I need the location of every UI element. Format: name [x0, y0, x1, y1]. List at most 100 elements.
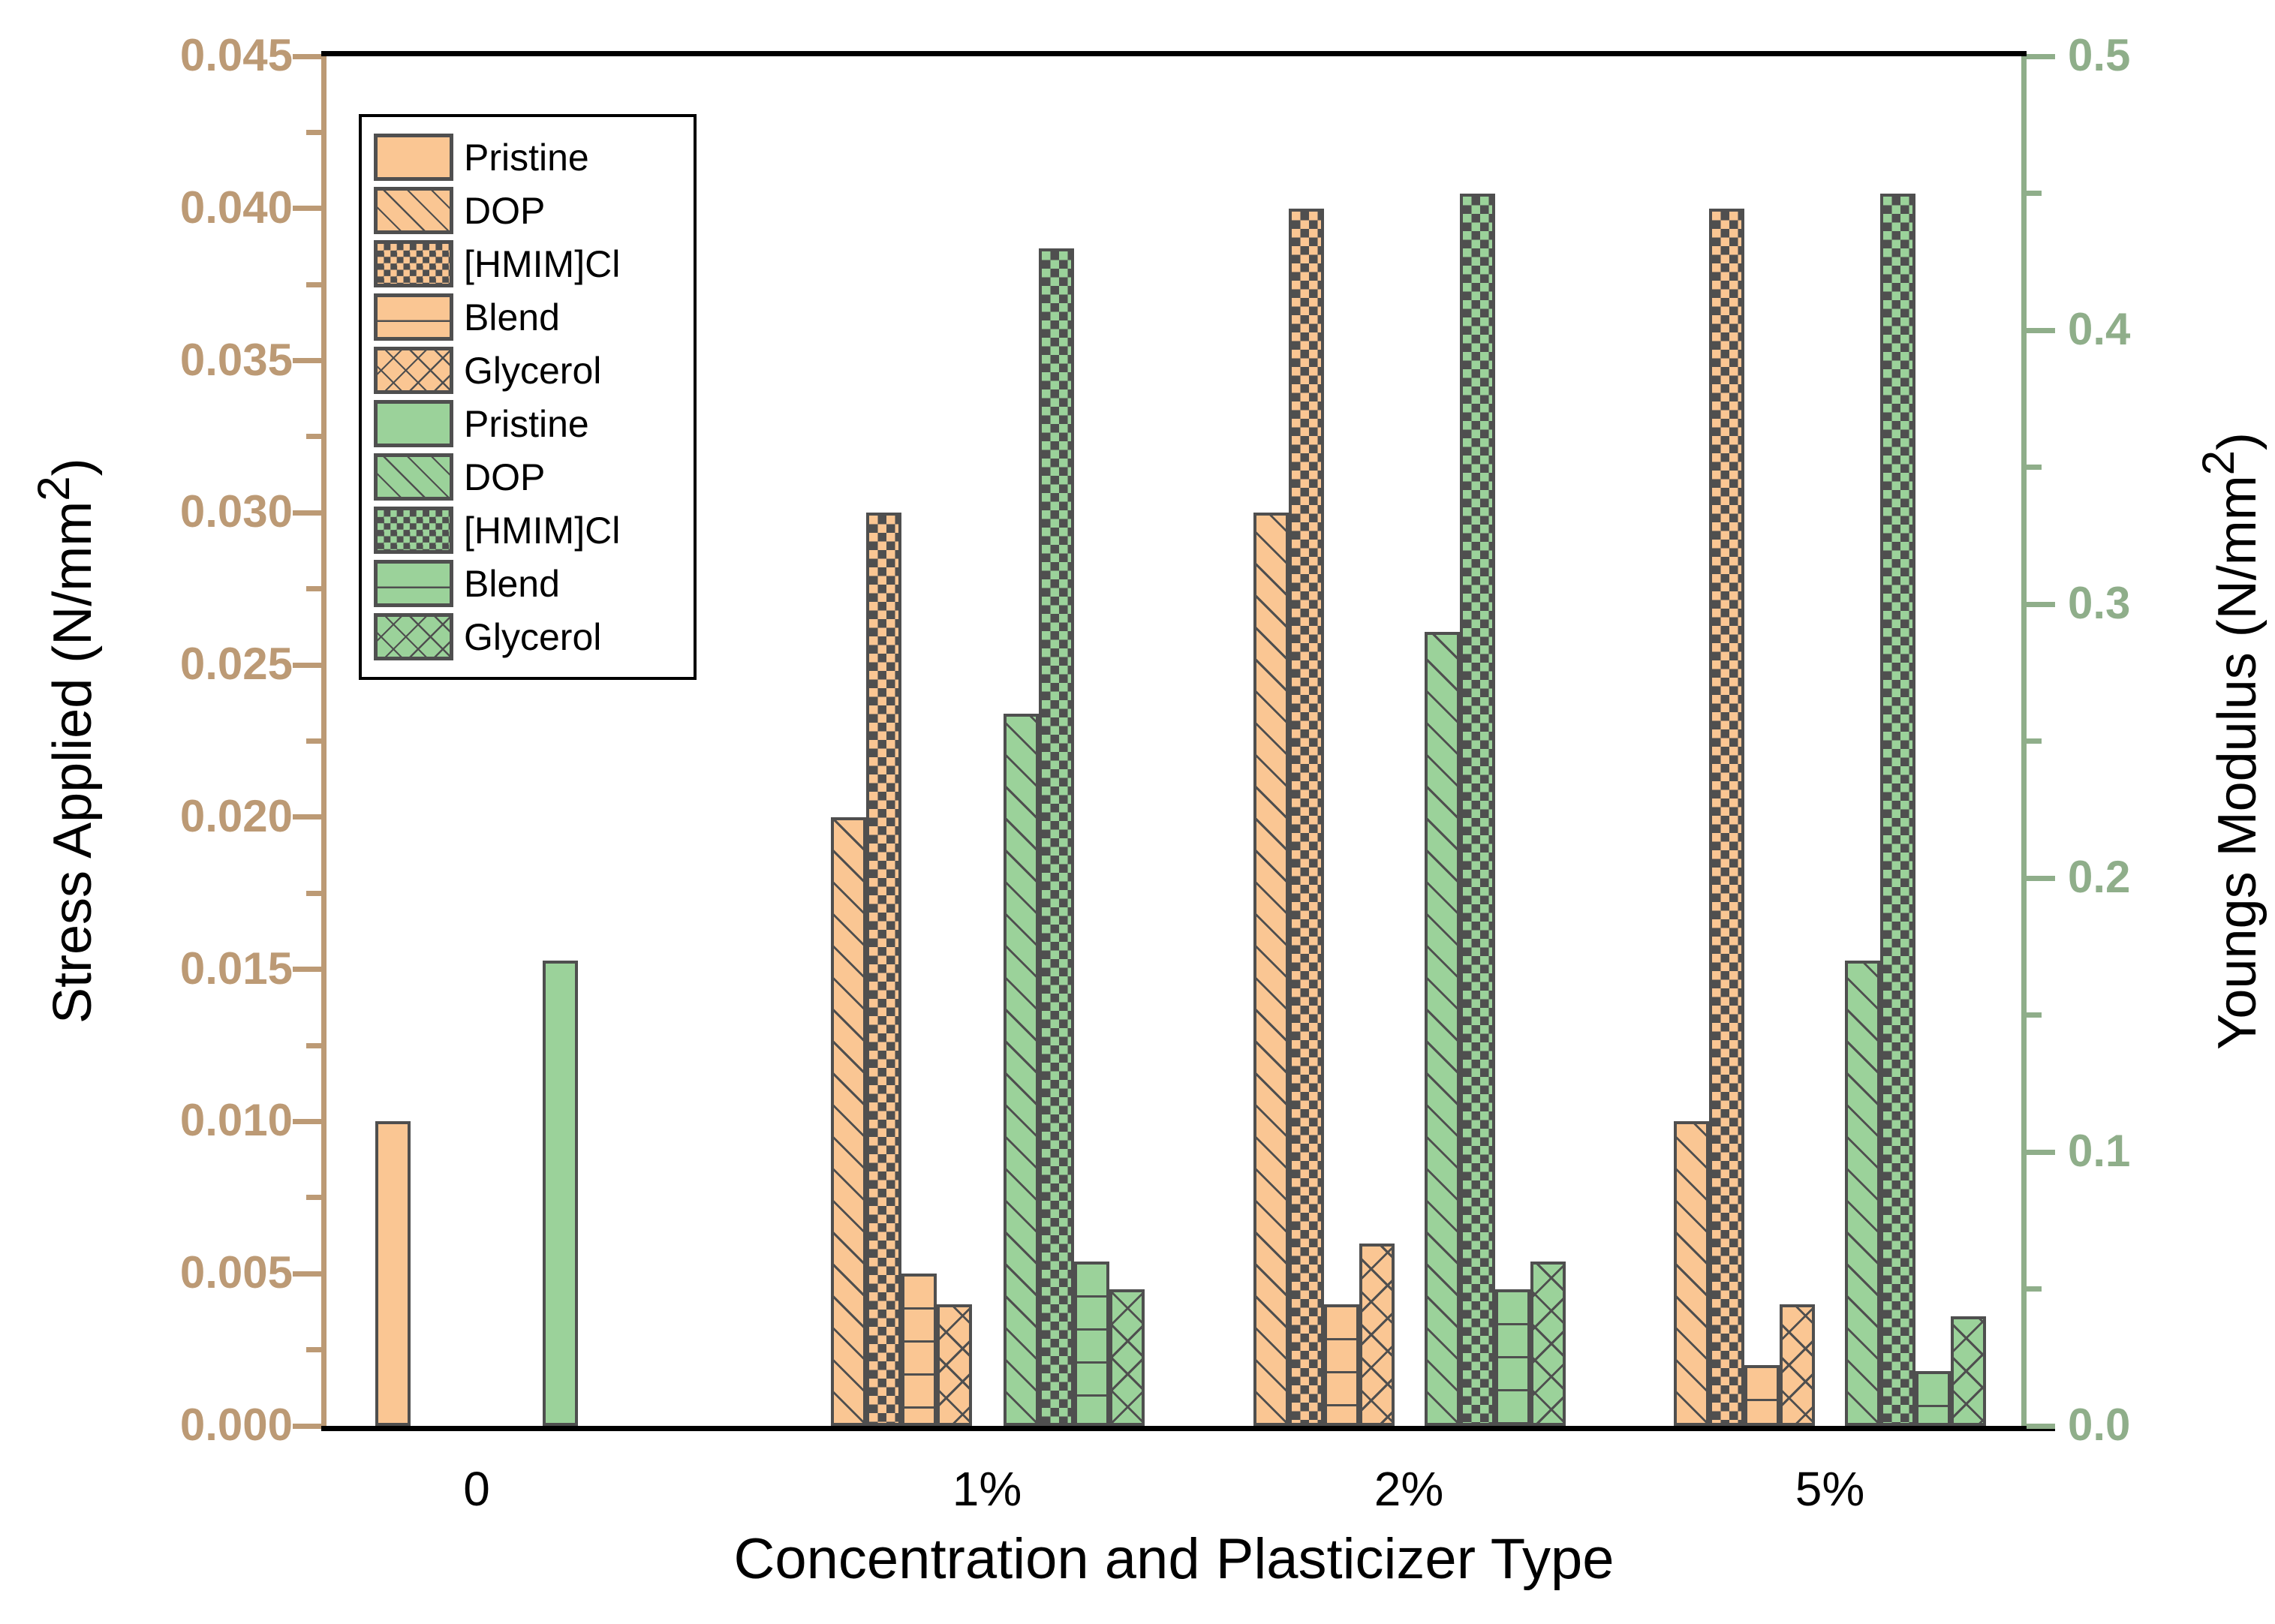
- bar-stress-Blend-1%: [901, 1274, 937, 1426]
- left-axis-minor-tick: [306, 129, 321, 135]
- legend-swatch-modulus-horizontal: [374, 560, 453, 607]
- bar-stress-Glycerol-5%: [1780, 1304, 1815, 1426]
- bar-modulus-DOP-1%: [1004, 714, 1039, 1426]
- legend-entry: Blend: [374, 293, 682, 341]
- top-spine: [321, 51, 2027, 56]
- legend-label: DOP: [464, 189, 546, 232]
- left-axis-major-tick: [293, 53, 321, 59]
- right-axis-tick-label: 0.0: [2068, 1399, 2131, 1450]
- bar-modulus-[HMIM]Cl-1%: [1039, 248, 1074, 1426]
- bottom-spine: [321, 1426, 2055, 1431]
- left-axis-minor-tick: [306, 434, 321, 440]
- bar-modulus-DOP-2%: [1425, 631, 1460, 1426]
- bar-stress-DOP-2%: [1253, 513, 1289, 1426]
- bar-stress-[HMIM]Cl-5%: [1709, 208, 1744, 1426]
- right-axis-minor-tick: [2027, 738, 2042, 744]
- right-axis-title-superscript: 2: [2193, 450, 2243, 476]
- left-axis-tick-label: 0.015: [179, 943, 293, 994]
- right-axis-minor-tick: [2027, 465, 2042, 470]
- left-axis-major-tick: [293, 662, 321, 668]
- left-axis-major-tick: [293, 206, 321, 212]
- right-axis-major-tick: [2027, 53, 2055, 59]
- left-axis-major-tick: [293, 814, 321, 820]
- bar-stress-DOP-5%: [1674, 1121, 1709, 1426]
- bar-modulus-Pristine-0: [543, 960, 578, 1426]
- left-axis-minor-tick: [306, 1042, 321, 1048]
- left-axis-tick-label: 0.035: [179, 334, 293, 385]
- bar-stress-DOP-1%: [831, 817, 866, 1426]
- right-axis-major-tick: [2027, 1423, 2055, 1429]
- legend-swatch-modulus-diagonal: [374, 453, 453, 501]
- legend-entry: [HMIM]Cl: [374, 507, 682, 554]
- x-axis-tick-label: 0: [463, 1462, 490, 1516]
- right-axis-tick-label: 0.1: [2068, 1125, 2131, 1176]
- left-axis-major-tick: [293, 1423, 321, 1429]
- legend-swatch-stress-diagonal: [374, 187, 453, 234]
- legend-swatch-stress-cross: [374, 347, 453, 394]
- bar-stress-Pristine-0: [375, 1121, 411, 1426]
- legend-label: Blend: [464, 562, 560, 605]
- legend-swatch-stress-horizontal: [374, 293, 453, 341]
- legend-label: Glycerol: [464, 349, 602, 392]
- legend: Pristine DOP [HMIM]Cl Blend Glycerol Pristine…: [359, 114, 697, 680]
- right-axis-minor-tick: [2027, 1012, 2042, 1018]
- bar-stress-Glycerol-1%: [937, 1304, 972, 1426]
- left-axis-minor-tick: [306, 281, 321, 287]
- left-axis-major-tick: [293, 1271, 321, 1277]
- left-axis-tick-label: 0.040: [179, 182, 293, 233]
- left-axis-minor-tick: [306, 1195, 321, 1201]
- legend-label: Pristine: [464, 136, 589, 179]
- x-axis-tick-label: 1%: [952, 1462, 1022, 1516]
- legend-entry: DOP: [374, 187, 682, 234]
- left-spine: [321, 53, 327, 1429]
- bar-modulus-Blend-2%: [1495, 1289, 1530, 1426]
- right-axis-major-tick: [2027, 875, 2055, 881]
- bar-modulus-Glycerol-2%: [1530, 1262, 1566, 1426]
- left-axis-minor-tick: [306, 1347, 321, 1353]
- legend-entry: Pristine: [374, 400, 682, 447]
- legend-label: [HMIM]Cl: [464, 242, 621, 285]
- right-axis-major-tick: [2027, 327, 2055, 333]
- legend-swatch-modulus-solid: [374, 400, 453, 447]
- bar-stress-[HMIM]Cl-2%: [1289, 208, 1324, 1426]
- right-axis-major-tick: [2027, 601, 2055, 607]
- legend-label: Blend: [464, 296, 560, 338]
- legend-label: Glycerol: [464, 615, 602, 658]
- left-axis-major-tick: [293, 1118, 321, 1124]
- right-axis-title: Youngs Modulus (N/mm2): [2193, 432, 2267, 1051]
- left-axis-tick-label: 0.005: [179, 1247, 293, 1298]
- legend-entry: DOP: [374, 453, 682, 501]
- left-axis-tick-label: 0.030: [179, 486, 293, 537]
- legend-entry: [HMIM]Cl: [374, 240, 682, 287]
- left-axis-tick-label: 0.025: [179, 638, 293, 689]
- bar-stress-[HMIM]Cl-1%: [866, 513, 901, 1426]
- right-spine: [2021, 53, 2027, 1429]
- right-axis-major-tick: [2027, 1149, 2055, 1155]
- legend-entry: Blend: [374, 560, 682, 607]
- left-axis-major-tick: [293, 510, 321, 516]
- legend-label: [HMIM]Cl: [464, 509, 621, 552]
- left-axis-tick-label: 0.045: [179, 29, 293, 80]
- bar-stress-Blend-2%: [1324, 1304, 1359, 1426]
- bar-modulus-DOP-5%: [1845, 960, 1880, 1426]
- right-axis-tick-label: 0.5: [2068, 29, 2131, 80]
- left-axis-tick-label: 0.010: [179, 1095, 293, 1146]
- legend-swatch-stress-checker: [374, 240, 453, 287]
- legend-entry: Glycerol: [374, 347, 682, 394]
- left-axis-tick-label: 0.000: [179, 1399, 293, 1450]
- legend-swatch-modulus-checker: [374, 507, 453, 554]
- right-axis-tick-label: 0.4: [2068, 303, 2131, 354]
- left-axis-title: Stress Applied (N/mm2): [29, 458, 103, 1024]
- bar-modulus-Glycerol-1%: [1109, 1289, 1145, 1426]
- left-axis-minor-tick: [306, 890, 321, 896]
- left-axis-major-tick: [293, 967, 321, 973]
- legend-entry: Pristine: [374, 134, 682, 181]
- bar-modulus-Glycerol-5%: [1951, 1316, 1986, 1426]
- bar-stress-Blend-5%: [1744, 1364, 1780, 1426]
- legend-swatch-modulus-cross: [374, 613, 453, 660]
- legend-swatch-stress-solid: [374, 134, 453, 181]
- left-axis-tick-label: 0.020: [179, 790, 293, 841]
- bar-stress-Glycerol-2%: [1359, 1243, 1395, 1426]
- legend-label: Pristine: [464, 402, 589, 445]
